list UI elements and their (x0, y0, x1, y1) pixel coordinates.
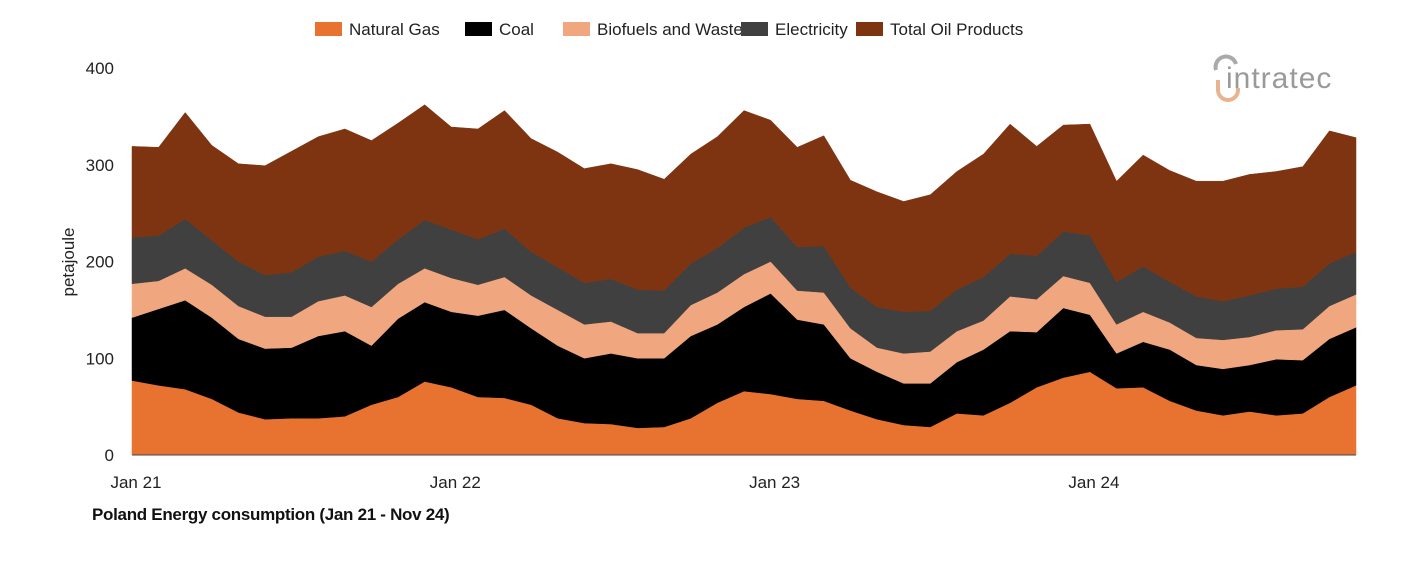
logo-text: intratec (1226, 62, 1332, 95)
y-tick-label: 0 (105, 446, 114, 465)
legend-swatch (563, 22, 590, 36)
x-tick-label: Jan 22 (430, 473, 481, 492)
logo-top-arc-icon (1213, 54, 1238, 71)
areas (131, 104, 1357, 456)
legend-item-coal[interactable]: Coal (465, 20, 534, 39)
legend: Natural Gas Coal Biofuels and Waste Electri… (315, 20, 1023, 39)
y-tick-label: 200 (86, 253, 114, 272)
legend-swatch (741, 22, 768, 36)
legend-label: Total Oil Products (890, 20, 1023, 39)
x-tick-label: Jan 21 (110, 473, 161, 492)
x-tick-label: Jan 24 (1068, 473, 1119, 492)
legend-label: Biofuels and Waste (597, 20, 743, 39)
logo-arc-icon (1216, 80, 1240, 102)
legend-swatch (465, 22, 492, 36)
legend-label: Electricity (775, 20, 848, 39)
y-tick-label: 100 (86, 349, 114, 368)
y-tick-label: 400 (86, 59, 114, 78)
intratec-logo: intratec (1213, 54, 1332, 102)
legend-swatch (856, 22, 883, 36)
legend-label: Natural Gas (349, 20, 440, 39)
y-axis: 0 100 200 300 400 (86, 59, 114, 465)
x-tick-label: Jan 23 (749, 473, 800, 492)
legend-item-total-oil-products[interactable]: Total Oil Products (856, 20, 1023, 39)
legend-item-biofuels-and-waste[interactable]: Biofuels and Waste (563, 20, 743, 39)
area-total-oil-products (131, 104, 1357, 313)
legend-item-natural-gas[interactable]: Natural Gas (315, 20, 440, 39)
legend-item-electricity[interactable]: Electricity (741, 20, 848, 39)
y-axis-label: petajoule (59, 227, 78, 296)
legend-swatch (315, 22, 342, 36)
x-axis: Jan 21 Jan 22 Jan 23 Jan 24 (110, 454, 1356, 492)
legend-label: Coal (499, 20, 534, 39)
chart-title: Poland Energy consumption (Jan 21 - Nov … (92, 505, 449, 524)
y-tick-label: 300 (86, 156, 114, 175)
